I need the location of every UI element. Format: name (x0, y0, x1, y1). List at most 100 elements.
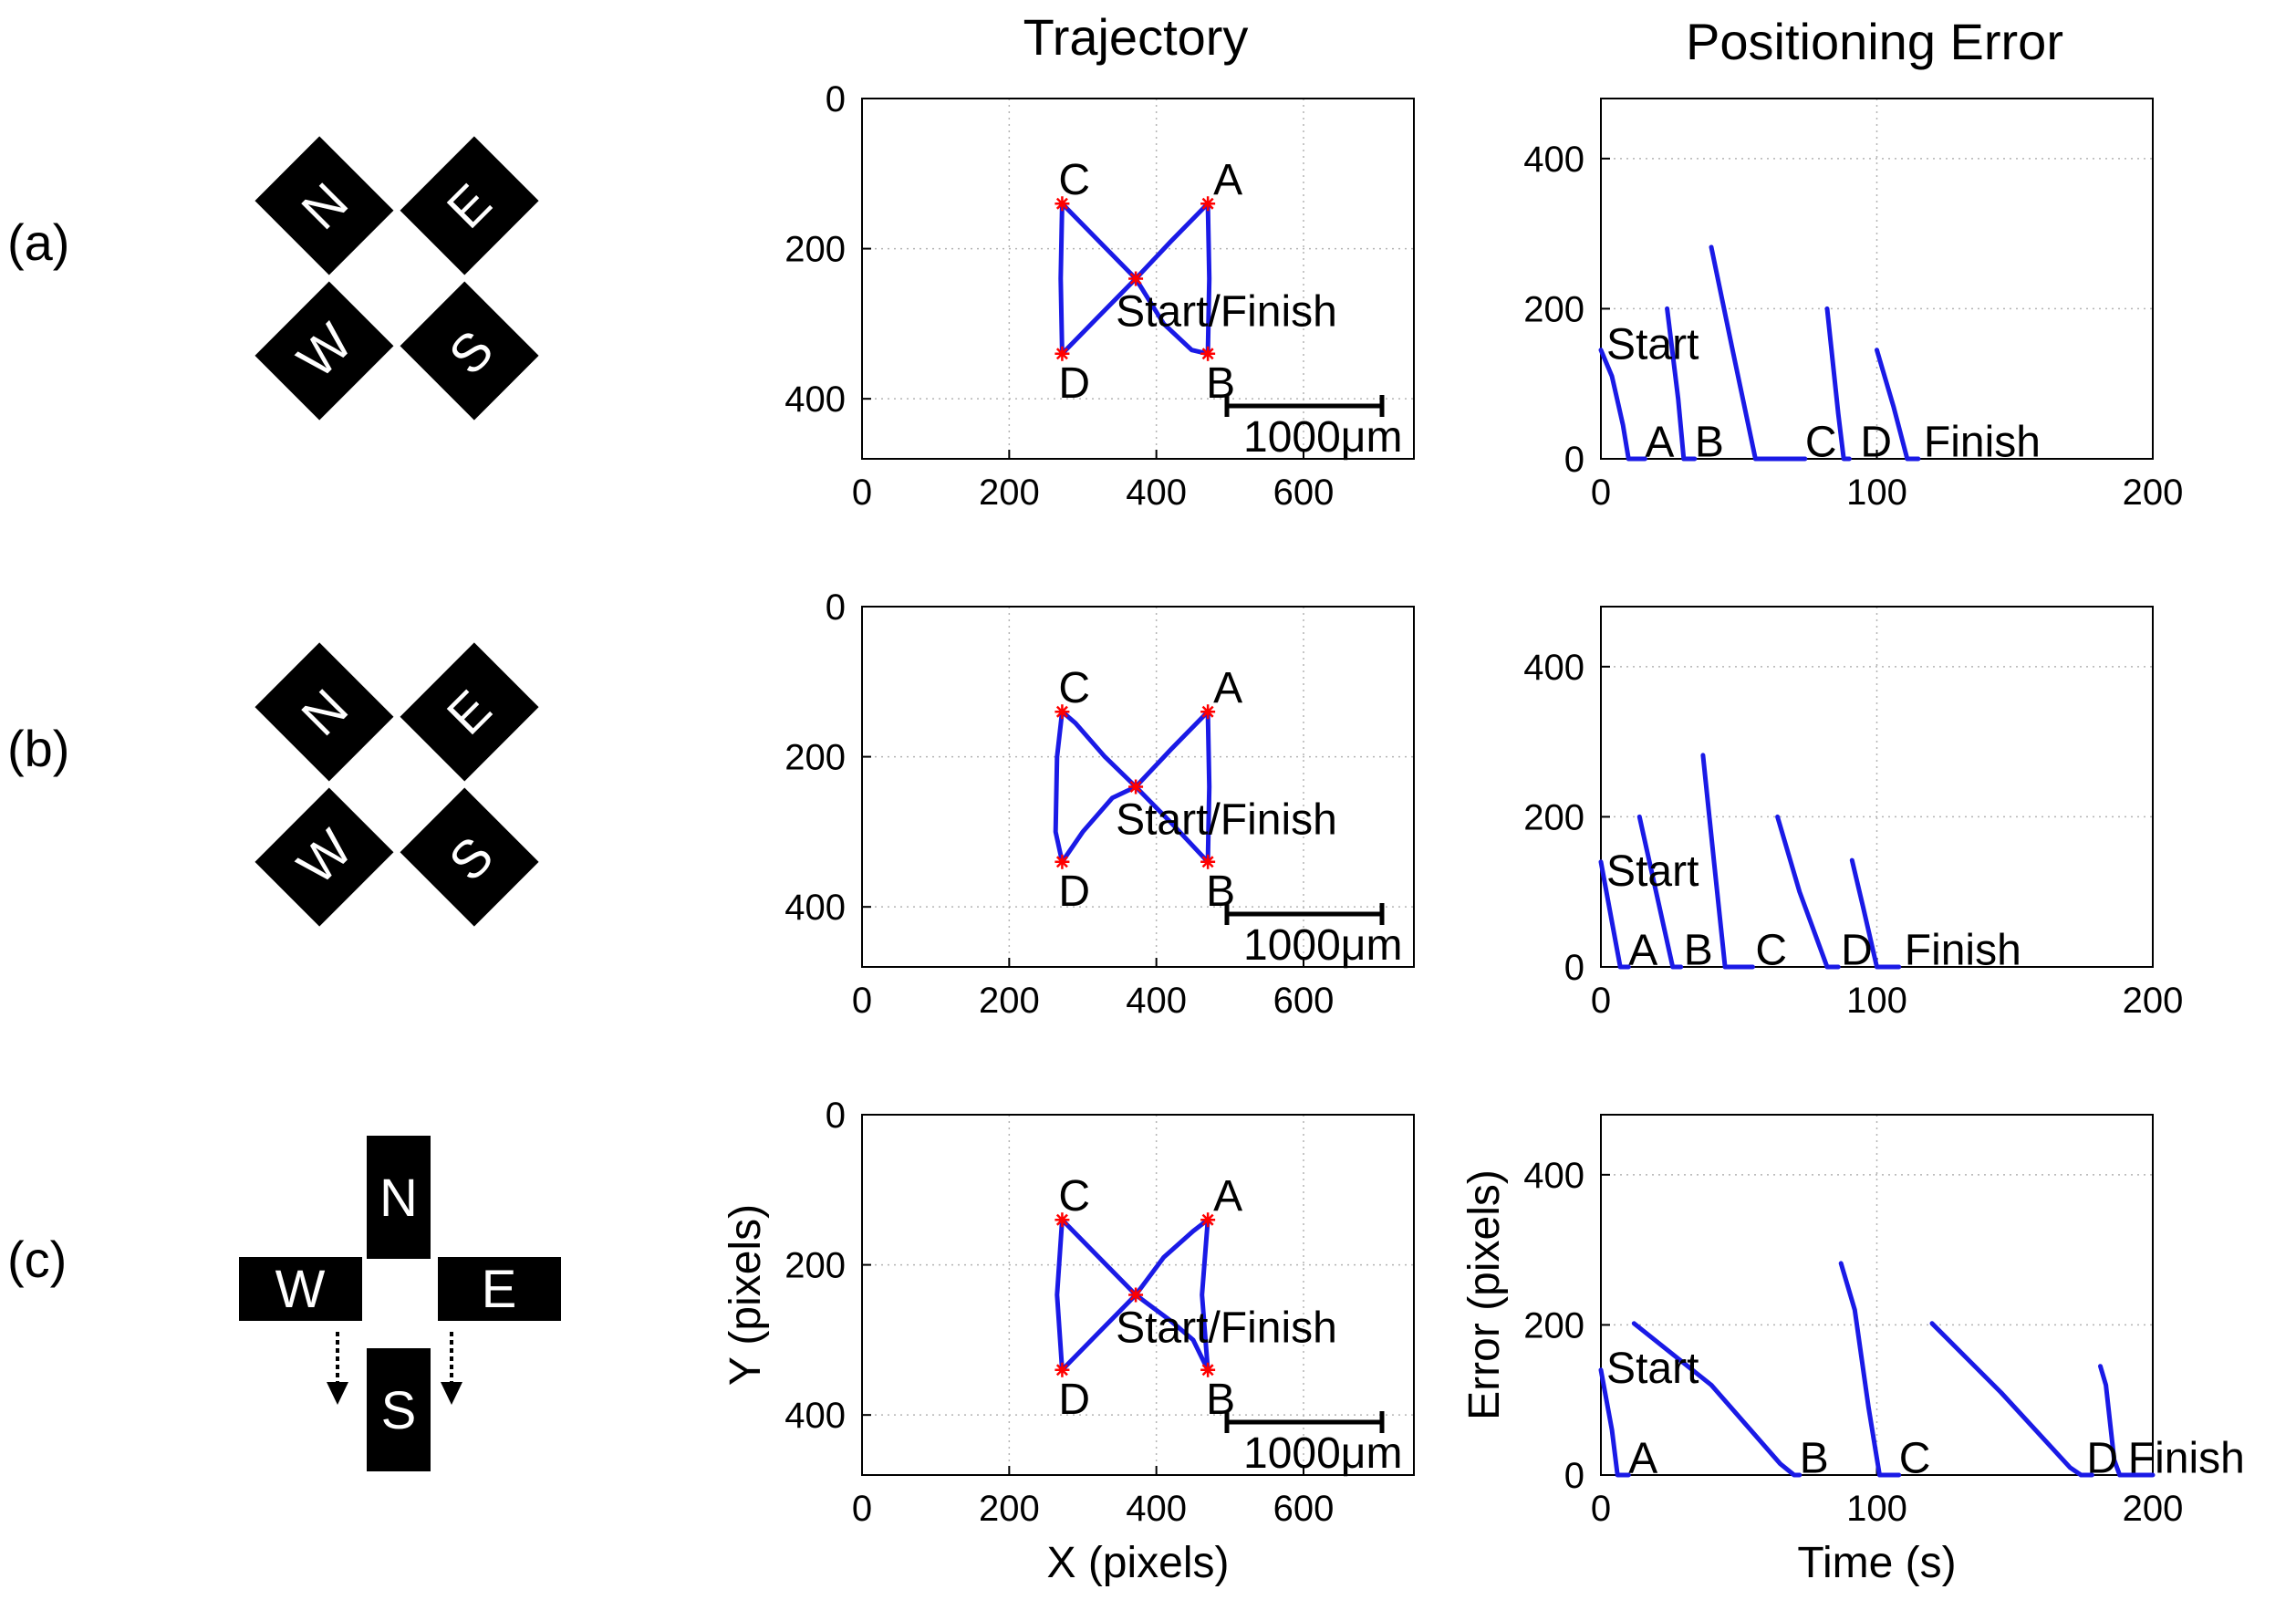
error-segment (1598, 1367, 1631, 1478)
scale-bar (1224, 395, 1385, 417)
waypoint-label: A (1213, 664, 1242, 712)
x-tick-label: 0 (852, 1489, 872, 1529)
x-tick-label: 0 (1591, 1489, 1611, 1529)
magnet-east-c: E (438, 1257, 561, 1321)
waypoint-label: Start/Finish (1116, 796, 1337, 845)
annotation-label: A (1628, 1435, 1657, 1483)
x-tick-label: 0 (852, 981, 872, 1021)
waypoint-stroke (1055, 856, 1068, 868)
magnet-letter: E (482, 1260, 517, 1319)
waypoint-marker (1128, 779, 1144, 795)
magnet-south-a: S (400, 281, 539, 421)
annotation-label: B (1800, 1435, 1829, 1483)
y-axis-label: Error (pixels) (1460, 1169, 1509, 1420)
x-tick-label: 600 (1273, 981, 1335, 1021)
waypoint-marker (1054, 1212, 1070, 1228)
annotation-label: D (1841, 927, 1873, 975)
error-segment (1849, 857, 1902, 970)
waypoint-marker (1200, 346, 1216, 361)
y-tick-label: 0 (1564, 440, 1584, 480)
waypoint-label: B (1206, 1376, 1235, 1424)
error-column-title: Positioning Error (1686, 13, 2063, 70)
waypoint-marker (1054, 196, 1070, 212)
magnet-west-a: W (255, 281, 394, 421)
magnet-west-b: S (400, 787, 539, 927)
error-segment (1700, 753, 1755, 970)
annotation-label: Start (1606, 847, 1699, 896)
magnet-north-c: N (367, 1136, 431, 1259)
annotation-label: Finish (1924, 419, 2041, 467)
error-segment (1598, 859, 1631, 970)
trajectory-plot-c: 0 200 400 600 0 200 400 X (pixels) Y (pixels) A B C… (722, 1096, 1415, 1587)
annotation-label: C (1805, 419, 1837, 467)
error-segment (1824, 306, 1852, 462)
waypoint-stroke (1055, 1364, 1068, 1377)
arrow-west-down-icon (327, 1332, 348, 1405)
waypoint-label: C (1058, 156, 1090, 204)
x-tick-label: 200 (979, 1489, 1040, 1529)
x-tick-label: 100 (1846, 1489, 1907, 1529)
y-axis-label: Y (pixels) (722, 1204, 770, 1386)
annotation-label: Start (1606, 321, 1699, 369)
y-tick-label: 200 (784, 230, 846, 270)
error-segment (1929, 1321, 2094, 1478)
x-tick-label: 200 (979, 473, 1040, 513)
y-tick-label: 400 (784, 1396, 846, 1436)
x-tick-label: 100 (1846, 473, 1907, 513)
waypoint-label: C (1058, 1172, 1090, 1221)
error-segment (1665, 306, 1698, 462)
annotation-label: C (1899, 1435, 1931, 1483)
magnet-diagram-c: N W E S (239, 1136, 561, 1471)
x-tick-label: 0 (1591, 981, 1611, 1021)
y-tick-label: 200 (784, 1246, 846, 1286)
waypoint-label: A (1213, 1172, 1242, 1221)
trajectory-line (1053, 709, 1212, 865)
x-tick-label: 200 (2123, 473, 2184, 513)
x-tick-label: 0 (1591, 473, 1611, 513)
scale-bar (1224, 903, 1385, 925)
waypoint-label: Start/Finish (1116, 1304, 1337, 1353)
annotation-label: A (1628, 927, 1657, 975)
waypoint-label: C (1058, 664, 1090, 712)
error-segment (1709, 244, 1808, 462)
panel-label-a: (a) (7, 213, 69, 271)
annotation-label: C (1755, 927, 1787, 975)
trajectory-plot-b: 0 200 400 600 0 200 400 A B C D Start/Finish 1000μm (784, 587, 1415, 1021)
error-segment (2098, 1364, 2156, 1478)
y-tick-label: 0 (826, 79, 846, 119)
waypoint-label: D (1058, 1376, 1090, 1424)
trajectory-plot-a: 0 200 400 600 0 200 400 A B C D Start/Finish 1000μm (784, 79, 1415, 513)
annotation-label: Start (1606, 1345, 1699, 1393)
waypoint-marker (1054, 1362, 1070, 1377)
x-tick-label: 100 (1846, 981, 1907, 1021)
error-segment (1775, 814, 1841, 970)
waypoint-stroke (1201, 705, 1214, 718)
waypoint-stroke (1201, 856, 1214, 868)
annotation-label: B (1684, 927, 1713, 975)
y-tick-label: 400 (1523, 1156, 1584, 1196)
y-tick-label: 400 (784, 379, 846, 420)
annotation-label: D (2086, 1435, 2118, 1483)
scale-bar (1224, 1411, 1385, 1433)
waypoint-stroke (1201, 197, 1214, 210)
scale-bar-label: 1000μm (1243, 1429, 1402, 1478)
waypoint-marker (1128, 1287, 1144, 1303)
waypoint-label: Start/Finish (1116, 288, 1337, 337)
error-plot-c: 0 100 200 0 200 400 Time (s) Error (pixels) Star… (1460, 1114, 2245, 1587)
waypoint-stroke (1129, 781, 1142, 793)
error-segment (1598, 348, 1647, 462)
annotation-label: A (1645, 419, 1674, 467)
waypoint-marker (1054, 346, 1070, 361)
x-tick-label: 400 (1126, 1489, 1187, 1529)
waypoint-label: B (1206, 359, 1235, 408)
y-tick-label: 0 (1564, 948, 1584, 988)
waypoint-stroke (1201, 348, 1214, 360)
annotation-label: Finish (1905, 927, 2021, 975)
axes-frame (861, 1114, 1415, 1476)
arrow-east-down-icon (441, 1332, 462, 1405)
magnet-north-b: W (255, 787, 394, 927)
waypoint-marker (1200, 704, 1216, 720)
waypoint-marker (1200, 1362, 1216, 1377)
error-segment (1838, 1261, 1902, 1478)
waypoint-marker (1200, 196, 1216, 212)
